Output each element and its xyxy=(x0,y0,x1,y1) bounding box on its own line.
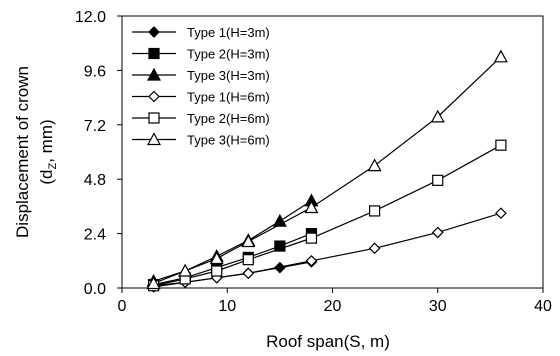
y-axis-label-units: (dZ, mm) xyxy=(37,119,59,184)
data-point-6 xyxy=(367,158,382,172)
legend-marker xyxy=(148,47,160,60)
legend-label: Type 1(H=3m) xyxy=(187,25,270,40)
y-tick-label: 4.8 xyxy=(84,172,106,189)
data-point-6 xyxy=(493,49,508,63)
y-tick-label: 7.2 xyxy=(84,118,106,135)
y-axis-units-suffix: , mm) xyxy=(37,119,56,162)
legend-marker xyxy=(146,67,162,81)
y-tick-label: 9.6 xyxy=(84,63,106,80)
legend-label: Type 3(H=3m) xyxy=(187,68,270,83)
legend-label: Type 3(H=6m) xyxy=(187,133,270,148)
data-point-6 xyxy=(304,200,319,214)
y-axis-label: Displacement of crown xyxy=(13,66,32,238)
data-point-4 xyxy=(305,254,318,267)
series-line-3 xyxy=(153,200,312,282)
legend-label: Type 2(H=6m) xyxy=(187,111,270,126)
data-point-2 xyxy=(274,240,286,252)
series-line-4 xyxy=(153,212,502,288)
legend-marker xyxy=(148,112,160,124)
axis-ticks: 0 10 20 30 40 0.0 2.4 4.8 7.2 9.6 12.0 xyxy=(75,9,552,315)
data-point-5 xyxy=(495,139,507,151)
data-point-1 xyxy=(274,261,286,274)
x-tick-label: 30 xyxy=(429,298,447,315)
data-point-4 xyxy=(368,242,381,255)
data-point-6 xyxy=(241,234,256,248)
legend: Type 1(H=3m) Type 2(H=3m) Type 3(H=3m) Type… xyxy=(132,25,270,148)
data-point-4 xyxy=(431,226,444,239)
x-tick-label: 10 xyxy=(218,298,236,315)
legend-label: Type 1(H=6m) xyxy=(187,90,270,105)
data-point-6 xyxy=(209,251,224,265)
y-axis-label-main: Displacement of crown xyxy=(13,66,32,238)
data-point-4 xyxy=(495,207,507,220)
data-point-6 xyxy=(430,109,445,123)
x-axis-label: Roof span(S, m) xyxy=(266,332,390,351)
series-markers xyxy=(146,49,508,293)
y-tick-label: 0.0 xyxy=(84,281,106,298)
series-line-2 xyxy=(153,233,312,286)
y-axis-units-prefix: (d xyxy=(37,170,56,185)
legend-marker xyxy=(148,26,160,38)
y-axis-units-text: (dZ, mm) xyxy=(37,119,59,184)
data-point-5 xyxy=(211,265,223,277)
data-point-5 xyxy=(242,254,254,266)
data-point-6 xyxy=(146,276,161,290)
series-line-5 xyxy=(153,144,502,287)
data-point-5 xyxy=(369,205,381,217)
y-axis-units-subscript: Z xyxy=(47,163,59,170)
y-tick-label: 12.0 xyxy=(75,9,106,26)
data-point-4 xyxy=(242,267,255,280)
x-tick-label: 0 xyxy=(118,298,127,315)
y-tick-label: 2.4 xyxy=(84,227,106,244)
plot-area xyxy=(121,15,544,289)
legend-marker xyxy=(148,90,160,103)
data-point-5 xyxy=(432,174,444,186)
x-tick-label: 40 xyxy=(534,298,552,315)
legend-label: Type 2(H=3m) xyxy=(187,47,270,62)
legend-marker xyxy=(146,132,162,146)
x-tick-label: 20 xyxy=(324,298,342,315)
data-point-6 xyxy=(178,263,193,277)
data-point-5 xyxy=(305,232,318,244)
data-point-3 xyxy=(272,213,287,227)
